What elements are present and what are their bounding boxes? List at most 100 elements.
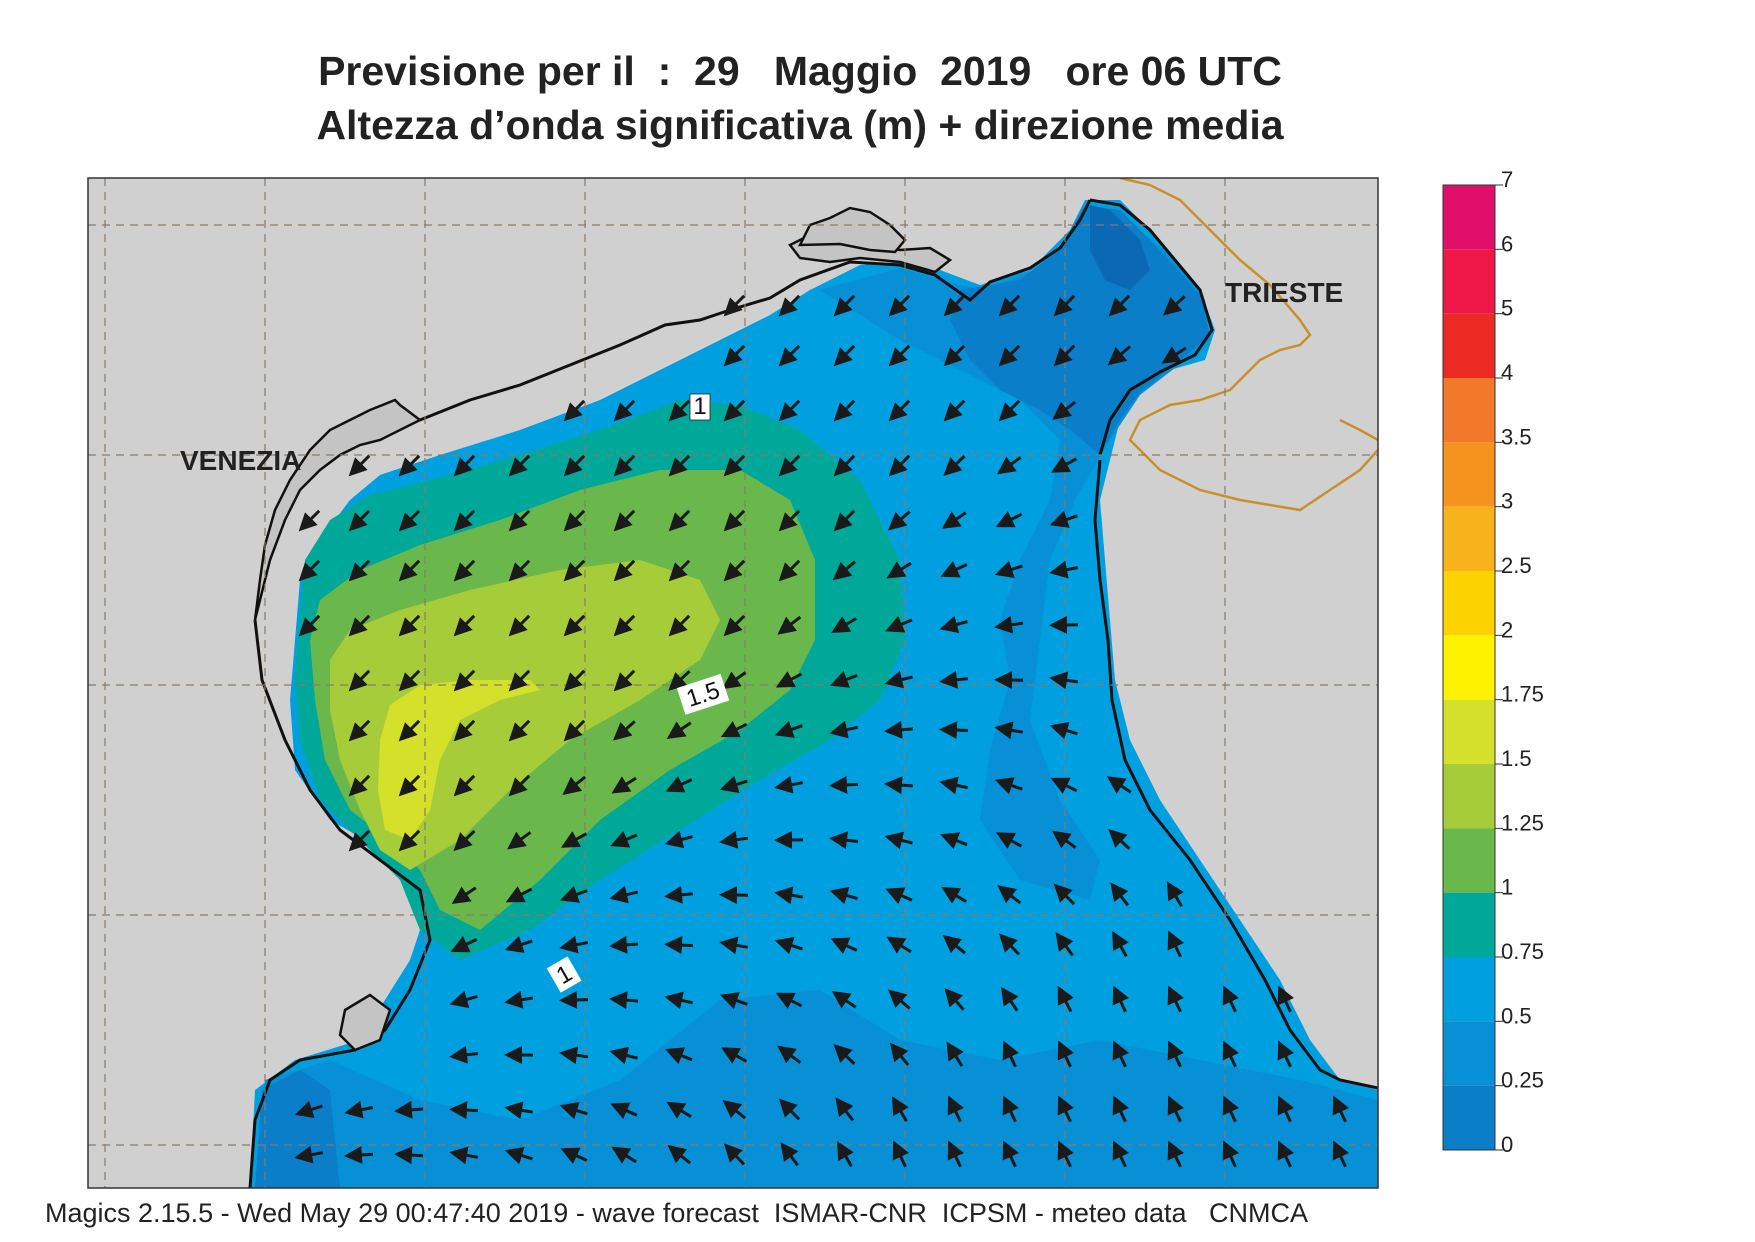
wave-direction-arrow xyxy=(884,670,913,689)
wave-direction-arrow xyxy=(775,671,803,688)
wave-direction-arrow xyxy=(939,721,969,740)
wave-direction-arrow xyxy=(994,615,1024,634)
wave-direction-arrow xyxy=(778,344,801,367)
wave-direction-arrow xyxy=(833,1044,856,1065)
wave-direction-arrow xyxy=(940,561,968,578)
wave-direction-arrow xyxy=(719,886,749,905)
wave-direction-arrow xyxy=(609,885,639,904)
state-border xyxy=(1119,178,1378,512)
wave-direction-arrow xyxy=(613,399,636,422)
wave-direction-arrow xyxy=(1167,930,1184,958)
wave-direction-arrow xyxy=(947,1140,964,1168)
wave-direction-arrow xyxy=(348,829,371,852)
wave-direction-arrow xyxy=(774,775,804,794)
wave-direction-arrow xyxy=(398,669,421,692)
wave-direction-arrow xyxy=(508,614,531,637)
wave-direction-arrow xyxy=(942,934,967,955)
wave-direction-arrow xyxy=(996,456,1022,475)
wave-direction-arrow xyxy=(508,774,531,797)
wave-direction-arrow xyxy=(1002,1140,1019,1168)
wave-direction-arrow xyxy=(943,344,966,367)
wave-direction-arrow xyxy=(563,559,586,582)
map-frame xyxy=(87,177,1379,1189)
wave-direction-arrow xyxy=(829,886,858,905)
wave-direction-arrow xyxy=(398,774,421,797)
wave-direction-arrow xyxy=(1162,295,1186,316)
wave-direction-arrow xyxy=(1106,776,1132,794)
wave-direction-arrow xyxy=(1057,1095,1074,1123)
wave-direction-arrow xyxy=(1161,346,1187,364)
wave-direction-arrow xyxy=(1057,985,1074,1013)
wave-direction-arrow xyxy=(998,933,1021,956)
wave-direction-arrow xyxy=(995,511,1023,528)
wave-direction-arrow xyxy=(944,988,965,1011)
wave-direction-arrow xyxy=(723,454,746,477)
legend-swatch xyxy=(1443,313,1495,378)
wave-direction-arrow xyxy=(719,775,748,793)
wave-direction-arrow xyxy=(508,719,531,742)
wave-direction-arrow xyxy=(559,885,588,903)
wave-direction-arrow xyxy=(884,720,914,739)
wave-direction-arrow xyxy=(943,455,966,476)
wave-direction-arrow xyxy=(453,719,476,742)
wave-direction-arrow xyxy=(613,509,636,532)
legend-swatch xyxy=(1443,185,1495,250)
wave-direction-arrow xyxy=(449,1101,479,1120)
wave-direction-arrow xyxy=(778,294,801,317)
wave-direction-arrow xyxy=(508,559,531,582)
wave-direction-arrow xyxy=(668,509,691,532)
wave-direction-arrow xyxy=(1053,294,1076,317)
wave-direction-arrow xyxy=(1107,345,1131,366)
wave-direction-arrow xyxy=(941,886,967,904)
wave-direction-arrow xyxy=(778,1098,801,1121)
wave-band-0.5-south xyxy=(255,990,1378,1188)
legend-swatch xyxy=(1443,1085,1495,1150)
wave-direction-arrow xyxy=(721,671,747,690)
wave-direction-arrow xyxy=(892,1096,909,1123)
wave-direction-arrow xyxy=(610,1102,638,1120)
wave-direction-arrow xyxy=(833,344,856,367)
wave-direction-arrow xyxy=(830,937,858,955)
wave-direction-arrow xyxy=(946,1041,964,1067)
wave-direction-arrow xyxy=(294,1100,323,1118)
wave-direction-arrow xyxy=(719,830,749,849)
wave-direction-arrow xyxy=(723,344,746,367)
wave-direction-arrow xyxy=(563,509,586,532)
wave-direction-arrow xyxy=(998,344,1021,367)
wave-direction-arrow xyxy=(1167,1095,1184,1123)
legend-label: 0.75 xyxy=(1501,939,1544,964)
wave-direction-arrow xyxy=(453,614,476,637)
wave-direction-arrow xyxy=(344,1100,374,1119)
wave-direction-arrow xyxy=(888,399,911,422)
legend-border xyxy=(1442,184,1496,1151)
wave-direction-arrow xyxy=(774,886,804,905)
wave-direction-arrow xyxy=(1277,1040,1294,1068)
wave-direction-arrow xyxy=(885,615,913,633)
wave-direction-arrow xyxy=(1112,930,1129,958)
wave-direction-arrow xyxy=(504,1101,534,1120)
wave-direction-arrow xyxy=(398,509,421,532)
wave-direction-arrow xyxy=(887,510,911,531)
wave-direction-arrow xyxy=(664,830,693,849)
wave-direction-arrow xyxy=(719,936,749,955)
wave-direction-arrow xyxy=(886,936,912,954)
wave-direction-arrow xyxy=(720,1047,748,1064)
wave-direction-arrow xyxy=(449,990,478,1009)
wave-direction-arrow xyxy=(450,936,478,953)
wave-direction-arrow xyxy=(559,990,589,1009)
wave-direction-arrow xyxy=(1112,1095,1129,1123)
wave-direction-arrow xyxy=(563,719,586,742)
wave-direction-arrow xyxy=(453,509,476,532)
wave-direction-arrow xyxy=(939,776,969,795)
wave-direction-arrow xyxy=(1112,1040,1129,1068)
legend-swatch xyxy=(1443,249,1495,314)
legend-label: 1.25 xyxy=(1501,810,1544,835)
wave-band-0 xyxy=(1090,205,1150,290)
wave-direction-arrow xyxy=(611,776,637,794)
legend-label: 0 xyxy=(1501,1132,1513,1157)
istria-coastline xyxy=(1093,459,1378,1090)
wave-direction-arrow xyxy=(504,1147,533,1165)
footer-credits: Magics 2.15.5 - Wed May 29 00:47:40 2019… xyxy=(45,1198,1308,1228)
wave-direction-arrow xyxy=(723,614,746,637)
wave-direction-arrow xyxy=(507,831,532,850)
